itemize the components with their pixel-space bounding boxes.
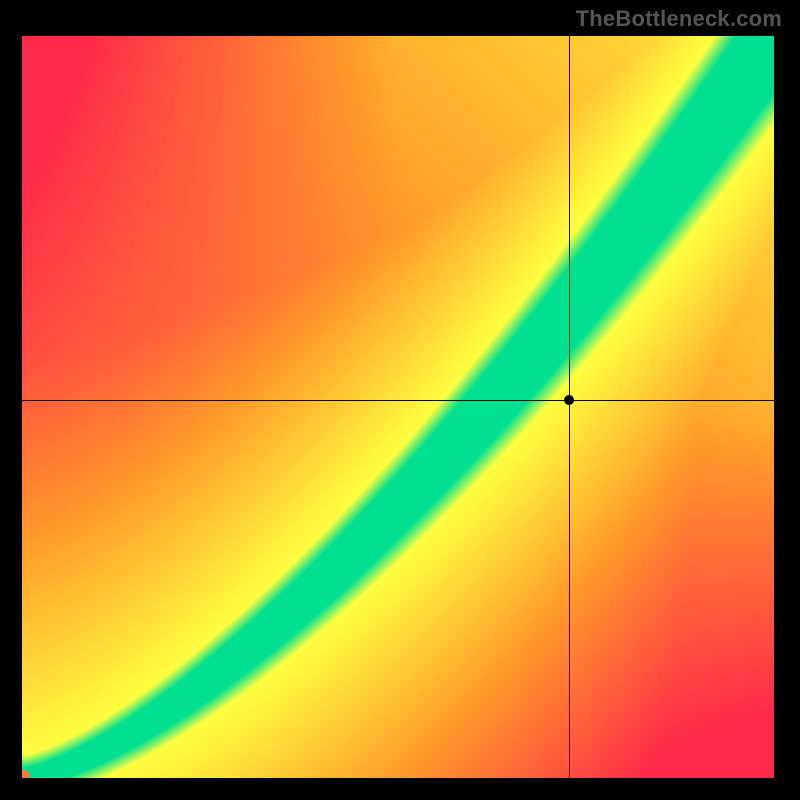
watermark-text: TheBottleneck.com bbox=[576, 6, 782, 32]
heatmap-canvas bbox=[22, 36, 774, 778]
plot-frame bbox=[22, 36, 774, 778]
crosshair-horizontal bbox=[22, 400, 774, 401]
marker-dot bbox=[564, 395, 574, 405]
crosshair-vertical bbox=[569, 36, 570, 778]
chart-container: TheBottleneck.com bbox=[0, 0, 800, 800]
